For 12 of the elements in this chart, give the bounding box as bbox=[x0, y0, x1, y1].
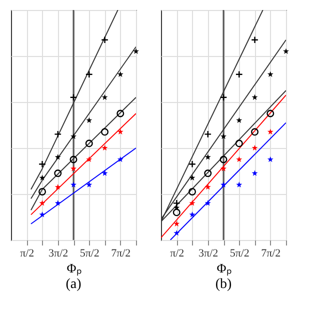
x-tick-label: 7π/2 bbox=[111, 248, 131, 260]
text: (a) bbox=[66, 277, 82, 292]
x-tick-label: 5π/2 bbox=[230, 248, 250, 260]
x-tick-label: π/2 bbox=[170, 248, 184, 260]
x-axis-title: Φₚ bbox=[216, 260, 232, 276]
x-tick-label: 5π/2 bbox=[80, 248, 100, 260]
x-tick-label: 3π/2 bbox=[198, 248, 218, 260]
x-tick-label: 7π/2 bbox=[261, 248, 281, 260]
text: (b) bbox=[215, 277, 232, 292]
x-tick-label: π/2 bbox=[20, 248, 34, 260]
x-tick-label: 3π/2 bbox=[48, 248, 68, 260]
x-axis-title: Φₚ bbox=[66, 260, 82, 276]
